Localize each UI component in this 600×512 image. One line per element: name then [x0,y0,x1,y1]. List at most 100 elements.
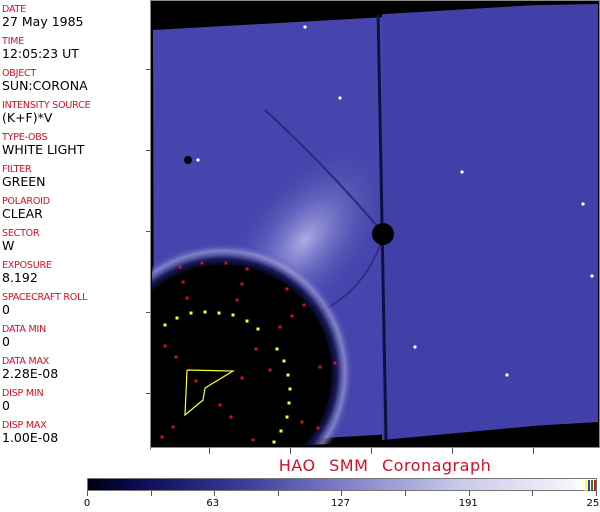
x-axis-tick [209,448,210,454]
field-disp-min: DISP MIN 0 [2,388,44,413]
colorbar-tick-label: 191 [458,498,478,509]
marker-dot [200,261,204,265]
marker-dot [178,265,182,269]
y-axis-tick [146,69,150,70]
marker-dot [189,311,193,315]
field-label: INTENSITY SOURCE [2,100,91,111]
stars [196,25,594,377]
marker-dot [171,425,175,429]
marker-dot [217,311,221,315]
field-value: (K+F)*V [2,110,53,125]
field-type-obs: TYPE-OBS WHITE LIGHT [2,132,84,157]
marker-dot [256,327,260,331]
star [505,373,509,377]
y-axis-tick [146,393,150,394]
marker-dot [285,287,289,291]
star [196,158,200,162]
field-label: FILTER [2,164,32,175]
plot-title: HAO SMM Coronagraph [278,456,492,475]
marker-dot [218,403,222,407]
marker-dot [300,420,304,424]
field-label: SPACECRAFT ROLL [2,292,88,303]
field-filter: FILTER GREEN [2,164,46,189]
marker-dot [275,347,279,351]
field-disp-max: DISP MAX 1.00E-08 [2,420,58,445]
colorbar-tick [468,491,470,496]
field-value: 8.192 [2,270,38,285]
marker-dot [160,435,164,439]
marker-dot [174,355,178,359]
field-value: 0 [2,334,10,349]
field-data-min: DATA MIN 0 [2,324,46,349]
colorbar-marker-blue [588,480,590,491]
marker-dot [175,316,179,320]
marker-dot [235,298,239,302]
colorbar-marker-green [591,480,593,491]
field-label: DISP MIN [2,388,44,399]
field-value: WHITE LIGHT [2,142,85,157]
marker-dot [181,280,185,284]
marker-dot [251,438,255,442]
marker-dot [287,401,291,405]
marker-dot [229,415,233,419]
marker-dot [302,303,306,307]
field-object: OBJECT SUN:CORONA [2,68,88,93]
field-value: 0 [2,398,10,413]
field-date: DATE 27 May 1985 [2,4,84,29]
star [460,170,464,174]
field-value: 1.00E-08 [2,430,59,445]
field-label: POLAROID [2,196,50,207]
colorbar-tick [150,491,152,496]
star [338,96,342,100]
colorbar-tick [87,491,88,496]
colorbar-tick [595,491,597,496]
marker-dot [245,319,249,323]
coronagraph-image[interactable] [150,0,600,448]
field-label: TYPE-OBS [2,132,48,143]
marker-dot [163,323,167,327]
field-intensity-source: INTENSITY SOURCE (K+F)*V [2,100,91,125]
x-axis-tick [533,448,534,454]
marker-dot [286,373,290,377]
marker-dot [278,325,282,329]
marker-dot [185,296,189,300]
field-value: 27 May 1985 [2,14,84,29]
colorbar-marker-red [594,480,596,491]
marker-dot [268,368,272,372]
region-outline [184,369,236,417]
star [303,25,307,29]
field-value: SUN:CORONA [2,78,88,93]
y-axis-tick [146,150,150,151]
marker-dot [272,440,276,444]
star [581,202,585,206]
x-axis-tick [290,448,291,454]
colorbar-tick [532,491,534,496]
field-label: DATE [2,4,26,15]
field-label: DISP MAX [2,420,47,431]
marker-dot [282,359,286,363]
y-axis-tick [146,231,150,232]
colorbar[interactable] [87,478,597,491]
marker-dot [231,313,235,317]
field-label: DATA MIN [2,324,46,335]
marker-dot [316,426,320,430]
field-label: EXPOSURE [2,260,52,271]
occulting-disk [152,265,331,448]
marker-dot [224,261,228,265]
colorbar-tick-label: 127 [330,498,351,509]
marker-dot [203,310,207,314]
marker-dot [240,376,244,380]
field-time: TIME 12:05:23 UT [2,36,79,61]
field-value: 12:05:23 UT [2,46,79,61]
marker-dot [288,387,292,391]
field-value: W [2,238,15,253]
field-label: DATA MAX [2,356,50,367]
colorbar-tick [405,491,406,496]
marker-dot [279,429,283,433]
marker-dot [163,344,167,348]
colorbar-tick [341,491,343,496]
field-spacecraft-roll: SPACECRAFT ROLL 0 [2,292,87,317]
colorbar-tick-label: 0 [83,498,91,509]
marker-dot [245,267,249,271]
y-axis-tick [146,312,150,313]
